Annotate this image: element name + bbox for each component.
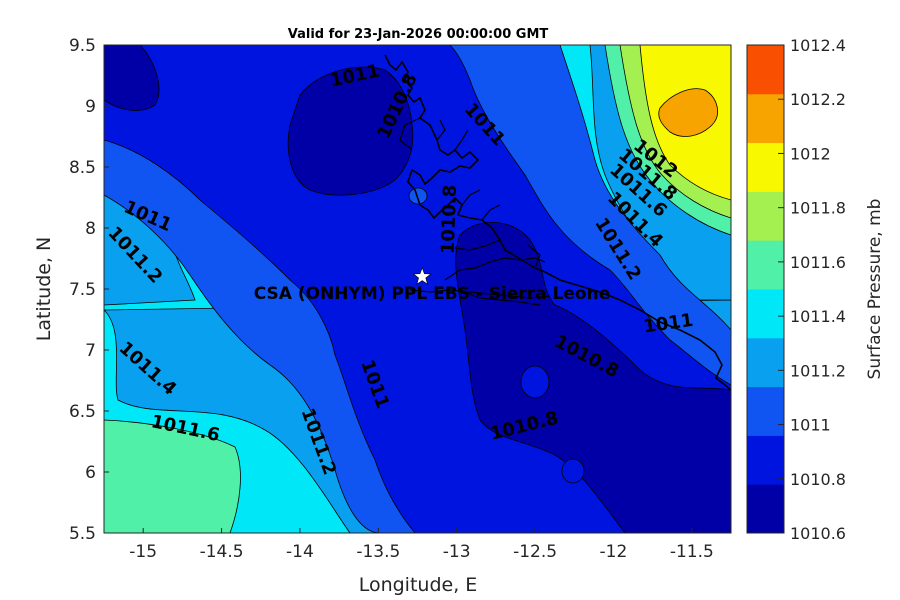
y-tick-label: 8.5: [69, 158, 96, 178]
coastline: [384, 54, 731, 391]
colorbar-swatch: [747, 337, 784, 388]
region-1012-2: [658, 88, 719, 137]
x-tick-label: -15: [129, 542, 157, 562]
colorbar-tick-label: 1011.2: [790, 361, 846, 380]
colorbar: 1012.4 1012.2 1012 1011.8 1011.6 1011.4 1011.2…: [747, 36, 846, 543]
y-tick-label: 9: [85, 97, 96, 117]
map-title: Valid for 23-Jan-2026 00:00:00 GMT: [288, 27, 549, 42]
region-1010-6-nw: [104, 45, 160, 111]
x-tick-label: -14.5: [200, 542, 244, 562]
colorbar-swatch: [747, 142, 784, 192]
colorbar-tick-label: 1012.4: [790, 36, 846, 55]
colorbar-tick-label: 1010.8: [790, 470, 846, 489]
x-tick-label: -13: [443, 542, 471, 562]
colorbar-tick-label: 1011.6: [790, 253, 846, 272]
colorbar-swatch: [747, 45, 784, 95]
colorbar-tick-label: 1010.6: [790, 524, 846, 543]
colorbar-swatch: [747, 386, 784, 436]
y-tick-label: 7.5: [69, 280, 96, 300]
colorbar-tick-label: 1012: [790, 144, 831, 163]
x-axis-ticks: -15 -14.5 -14 -13.5 -13 -12.5 -12 -11.5: [129, 528, 714, 562]
colorbar-swatch: [747, 93, 784, 144]
x-tick-label: -12: [600, 542, 628, 562]
colorbar-swatch: [747, 484, 784, 534]
colorbar-tick-label: 1011.4: [790, 307, 846, 326]
region-1010-8-blob-1: [520, 365, 550, 399]
region-1010-6-se: [455, 221, 731, 533]
y-axis-ticks: 5.5 6 6.5 7 7.5 8 8.5 9 9.5: [69, 36, 109, 544]
x-tick-label: -13.5: [356, 542, 400, 562]
x-axis-label: Longitude, E: [359, 574, 478, 596]
colorbar-tick-label: 1011: [790, 416, 831, 435]
contour-label: 1010.8: [438, 184, 461, 254]
region-1011-0-blob: [408, 187, 428, 205]
site-star-marker: [412, 266, 432, 285]
y-axis-label: Latitude, N: [33, 237, 55, 342]
rivers: [399, 117, 551, 306]
colorbar-frame: [746, 44, 785, 534]
y-tick-label: 9.5: [69, 36, 96, 56]
colorbar-swatch: [747, 435, 784, 485]
colorbar-swatch: [747, 289, 784, 339]
map-area: [104, 45, 731, 533]
site-label: CSA (ONHYM) PPL EBS - Sierra Leone: [254, 284, 611, 304]
region-1010-8-blob-2: [561, 458, 585, 484]
colorbar-tick-label: 1011.8: [790, 199, 846, 218]
colorbar-label: Surface Pressure, mb: [865, 199, 885, 380]
x-tick-label: -14: [286, 542, 314, 562]
colorbar-swatch: [747, 191, 784, 241]
x-tick-label: -12.5: [513, 542, 557, 562]
y-tick-label: 5.5: [69, 524, 96, 544]
x-tick-label: -11.5: [670, 542, 714, 562]
y-tick-label: 8: [85, 219, 96, 239]
colorbar-swatch: [747, 240, 784, 290]
y-tick-label: 6: [85, 463, 96, 483]
y-tick-label: 7: [85, 341, 96, 361]
colorbar-tick-label: 1012.2: [790, 90, 846, 109]
region-1011-6: [104, 419, 241, 533]
y-tick-label: 6.5: [69, 402, 96, 422]
region-1010-6-north: [287, 66, 414, 196]
